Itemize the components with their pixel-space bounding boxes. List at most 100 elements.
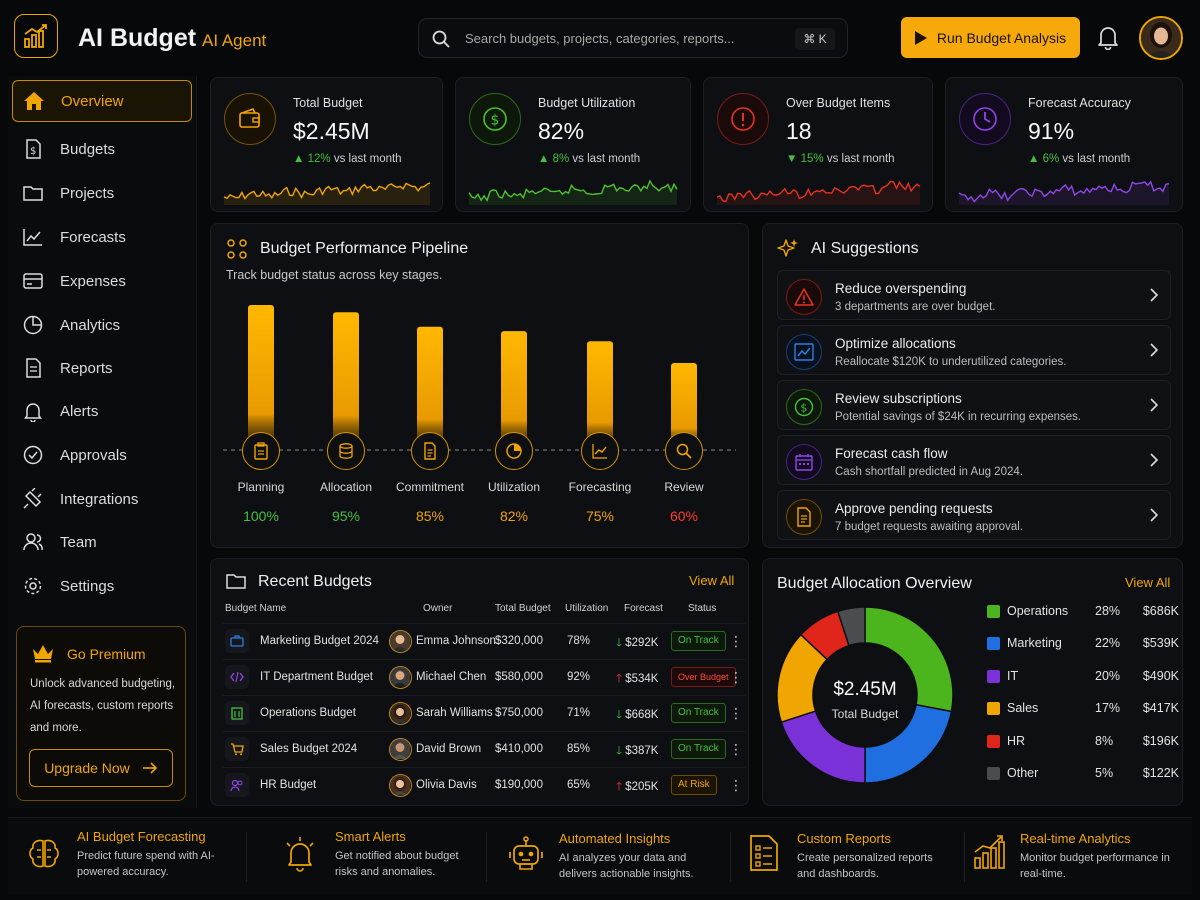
legend-item: Other 5% $122K <box>987 764 1179 784</box>
sidebar-item-label: Alerts <box>60 402 99 420</box>
column-header[interactable]: Status <box>688 603 717 614</box>
sidebar-item-projects[interactable]: Projects <box>12 172 192 214</box>
column-header[interactable]: Forecast <box>624 603 663 614</box>
row-icon-wrap <box>225 629 249 653</box>
recent-view-all-link[interactable]: View All <box>689 573 735 588</box>
sidebar-item-budgets[interactable]: $ Budgets <box>12 128 192 170</box>
sidebar-item-team[interactable]: Team <box>12 521 192 563</box>
sidebar-item-reports[interactable]: Reports <box>12 347 192 389</box>
kpi-card-total-budget[interactable]: Total Budget $2.45M ▲ 12% vs last month <box>210 77 443 212</box>
sidebar-item-forecasts[interactable]: Forecasts <box>12 216 192 258</box>
suggestion-desc: Potential savings of $24K in recurring e… <box>835 411 1082 423</box>
stage-icon-forecasting <box>581 432 619 470</box>
row-menu-icon[interactable]: ⋮ <box>729 669 743 685</box>
row-menu-icon[interactable]: ⋮ <box>729 705 743 721</box>
allocation-view-all-link[interactable]: View All <box>1125 575 1171 590</box>
clipboard-icon <box>254 442 268 460</box>
table-row[interactable]: Sales Budget 2024 David Brown $410,000 8… <box>223 731 745 767</box>
sparkline-line <box>958 180 1170 203</box>
kpi-icon-wrap <box>717 93 769 145</box>
legend-amount: $539K <box>1142 636 1179 650</box>
kpi-card-over-budget-items[interactable]: Over Budget Items 18 ▼ 15% vs last month <box>703 77 933 212</box>
cart-icon <box>231 743 244 756</box>
plug-icon <box>23 488 42 509</box>
suggestion-item[interactable]: Reduce overspending 3 departments are ov… <box>777 270 1171 320</box>
suggestion-item[interactable]: Optimize allocations Reallocate $120K to… <box>777 325 1171 375</box>
suggestion-item[interactable]: Forecast cash flow Cash shortfall predic… <box>777 435 1171 485</box>
forecast-value: $534K <box>625 673 659 685</box>
feature-desc: AI analyzes your data and delivers actio… <box>559 852 694 880</box>
user-avatar[interactable] <box>1139 16 1183 60</box>
feature-title: Real-time Analytics <box>1020 831 1131 846</box>
stage-icon-utilization <box>495 432 533 470</box>
sidebar-item-overview[interactable]: Overview <box>12 80 192 122</box>
folder-icon <box>23 186 43 201</box>
gear-icon <box>24 577 42 595</box>
pipeline-bar[interactable] <box>501 331 527 450</box>
legend-name: HR <box>1007 734 1026 748</box>
column-header[interactable]: Utilization <box>565 603 609 614</box>
sidebar-item-label: Analytics <box>60 316 121 334</box>
pipeline-bar[interactable] <box>671 363 697 450</box>
row-menu-icon[interactable]: ⋮ <box>729 633 743 649</box>
feature-divider <box>246 832 247 882</box>
premium-text: Unlock advanced budgeting, AI forecasts,… <box>30 678 176 734</box>
pipeline-bar[interactable] <box>333 312 359 450</box>
search-input[interactable]: Search budgets, projects, categories, re… <box>465 31 735 46</box>
notifications-bell-icon[interactable] <box>1096 24 1120 50</box>
kpi-delta: ▲ 12% vs last month <box>293 153 402 165</box>
legend-percent: 17% <box>1095 701 1121 715</box>
run-button-label: Run Budget Analysis <box>936 29 1067 46</box>
upgrade-label: Upgrade Now <box>44 760 130 776</box>
row-icon-wrap <box>225 701 249 725</box>
donut-slice-other[interactable] <box>836 606 866 647</box>
run-budget-analysis-button[interactable]: Run Budget Analysis <box>901 17 1080 58</box>
sidebar-item-integrations[interactable]: Integrations <box>12 478 192 520</box>
feature-desc: Create personalized reports and dashboar… <box>797 852 933 880</box>
sparkline-line <box>716 180 921 203</box>
app-logo[interactable] <box>14 14 58 58</box>
budget-name: Marketing Budget 2024 <box>260 635 379 647</box>
suggestion-icon-wrap <box>786 444 822 480</box>
suggestion-item[interactable]: Approve pending requests 7 budget reques… <box>777 490 1171 540</box>
legend-swatch <box>987 670 1000 683</box>
table-row[interactable]: IT Department Budget Michael Chen $580,0… <box>223 659 745 695</box>
pipeline-bar[interactable] <box>417 326 443 450</box>
sidebar-item-expenses[interactable]: Expenses <box>12 260 192 302</box>
play-icon <box>914 30 927 45</box>
row-menu-icon[interactable]: ⋮ <box>729 777 743 793</box>
column-header[interactable]: Budget Name <box>225 603 287 614</box>
table-row[interactable]: Marketing Budget 2024 Emma Johnson $320,… <box>223 623 745 659</box>
sidebar-item-approvals[interactable]: Approvals <box>12 434 192 476</box>
kpi-delta: ▲ 8% vs last month <box>538 153 640 165</box>
code-icon <box>230 671 244 683</box>
sidebar-item-settings[interactable]: Settings <box>12 565 192 607</box>
kpi-card-forecast-accuracy[interactable]: Forecast Accuracy 91% ▲ 6% vs last month <box>945 77 1183 212</box>
stage-label: Planning <box>237 480 285 494</box>
pipeline-bar[interactable] <box>587 341 613 450</box>
sparkline <box>716 180 921 205</box>
suggestion-item[interactable]: $ Review subscriptions Potential savings… <box>777 380 1171 430</box>
status-badge: On Track <box>671 703 726 723</box>
kpi-card-budget-utilization[interactable]: $ Budget Utilization 82% ▲ 8% vs last mo… <box>455 77 691 212</box>
stage-percent: 85% <box>415 508 445 524</box>
suggestion-title: Approve pending requests <box>835 501 993 516</box>
brain-icon <box>29 839 59 868</box>
table-row[interactable]: Operations Budget Sarah Williams $750,00… <box>223 695 745 731</box>
search-bar[interactable]: Search budgets, projects, categories, re… <box>418 18 848 58</box>
ai-suggestions-panel: AI Suggestions Reduce overspending 3 dep… <box>762 223 1183 548</box>
upgrade-now-button[interactable]: Upgrade Now <box>29 749 173 787</box>
feature-item: Automated Insights AI analyzes your data… <box>500 818 730 895</box>
sidebar-item-alerts[interactable]: Alerts <box>12 390 192 432</box>
stage-percent: 95% <box>331 508 361 524</box>
pipeline-bar[interactable] <box>248 305 274 450</box>
building-icon <box>231 707 243 720</box>
column-header[interactable]: Owner <box>423 603 453 614</box>
table-row[interactable]: HR Budget Olivia Davis $190,000 65% 🡑 $2… <box>223 767 745 803</box>
row-menu-icon[interactable]: ⋮ <box>729 741 743 757</box>
column-header[interactable]: Total Budget <box>495 603 551 614</box>
sidebar-item-analytics[interactable]: Analytics <box>12 304 192 346</box>
up-arrow-icon: ▲ <box>538 153 550 165</box>
donut-slice-it[interactable] <box>780 710 866 784</box>
suggestion-icon-wrap <box>786 279 822 315</box>
